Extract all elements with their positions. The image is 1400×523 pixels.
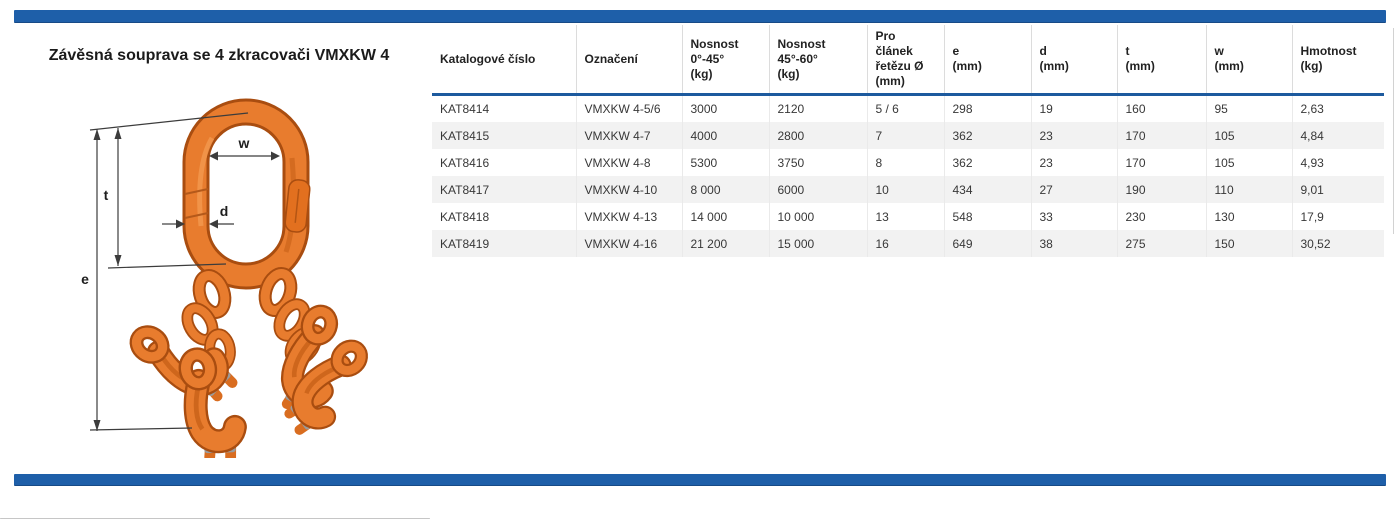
table-row: KAT8415 VMXKW 4-7 4000 2800 7 362 23 170 105 4,84 bbox=[432, 122, 1384, 149]
dim-label-e: e bbox=[81, 271, 89, 287]
table-cell-w: 110 bbox=[1206, 176, 1293, 203]
column-header-t: t (mm) bbox=[1117, 25, 1207, 96]
table-cell-wll_0_45: 8 000 bbox=[682, 176, 770, 203]
table-cell-d: 23 bbox=[1031, 122, 1118, 149]
table-cell-weight: 4,93 bbox=[1300, 155, 1324, 170]
table-cell-chain_dia: 5 / 6 bbox=[867, 94, 945, 122]
dimension-arrowheads bbox=[93, 128, 280, 431]
product-image: w t d e bbox=[81, 98, 400, 458]
table-cell-designation: VMXKW 4-16 bbox=[576, 230, 683, 257]
table-cell-t: 170 bbox=[1117, 122, 1207, 149]
table-cell-weight: 4,84 bbox=[1300, 128, 1324, 143]
spec-table: Katalogové číslo Označení Nosnost 0°-45° (… bbox=[432, 25, 1384, 257]
table-cell-weight: 30,52 bbox=[1300, 236, 1331, 251]
table-cell-wll_0_45: 4000 bbox=[682, 122, 770, 149]
table-cell-w: 130 bbox=[1206, 203, 1293, 230]
table-cell-catalog: KAT8419 bbox=[432, 230, 577, 257]
table-cell-weight: 17,9 bbox=[1300, 209, 1324, 224]
table-cell-weight: 9,01 bbox=[1300, 182, 1324, 197]
table-cell-catalog: KAT8417 bbox=[432, 176, 577, 203]
table-cell-weight: 2,63 bbox=[1300, 102, 1324, 116]
table-cell-designation: VMXKW 4-13 bbox=[576, 203, 683, 230]
column-header-designation: Označení bbox=[576, 25, 683, 96]
table-cell-d: 38 bbox=[1031, 230, 1118, 257]
table-cell-catalog: KAT8416 bbox=[432, 149, 577, 176]
table-cell-wll_45_60: 3750 bbox=[769, 149, 868, 176]
column-header-d: d (mm) bbox=[1031, 25, 1118, 96]
table-cell-d: 23 bbox=[1031, 149, 1118, 176]
table-cell-d: 27 bbox=[1031, 176, 1118, 203]
product-panel: Závěsná souprava se 4 zkracovači VMXKW 4 bbox=[18, 46, 420, 66]
table-cell-e: 548 bbox=[944, 203, 1032, 230]
table-cell-wll_45_60: 6000 bbox=[769, 176, 868, 203]
table-cell-wll_0_45: 5300 bbox=[682, 149, 770, 176]
table-cell-wll_45_60: 2120 bbox=[769, 94, 868, 122]
column-header-weight: Hmotnost (kg) bbox=[1292, 25, 1384, 96]
table-cell-wll_45_60: 2800 bbox=[769, 122, 868, 149]
table-cell-chain_dia: 13 bbox=[867, 203, 945, 230]
table-cell-e: 298 bbox=[944, 94, 1032, 122]
bottom-accent-bar bbox=[14, 474, 1386, 486]
bottom-divider-line bbox=[0, 518, 430, 519]
table-row: KAT8416 VMXKW 4-8 5300 3750 8 362 23 170 105 4,93 bbox=[432, 149, 1384, 176]
table-cell-wll_0_45: 21 200 bbox=[682, 230, 770, 257]
column-header-catalog: Katalogové číslo bbox=[432, 25, 577, 96]
table-cell-wll_0_45: 3000 bbox=[682, 94, 770, 122]
table-cell-designation: VMXKW 4-10 bbox=[576, 176, 683, 203]
spec-table-container: Katalogové číslo Označení Nosnost 0°-45° (… bbox=[432, 25, 1384, 257]
dim-label-w: w bbox=[238, 135, 250, 151]
table-cell-w: 105 bbox=[1206, 122, 1293, 149]
right-hook-cluster bbox=[261, 270, 376, 436]
dim-label-t: t bbox=[104, 187, 109, 203]
table-cell-d: 33 bbox=[1031, 203, 1118, 230]
table-cell-t: 170 bbox=[1117, 149, 1207, 176]
table-cell-t: 275 bbox=[1117, 230, 1207, 257]
ring-marking-tag bbox=[284, 179, 311, 233]
table-cell-designation: VMXKW 4-8 bbox=[576, 149, 683, 176]
table-body: KAT8414 VMXKW 4-5/6 3000 2120 5 / 6 298 19 160 9… bbox=[432, 94, 1384, 257]
table-cell-catalog: KAT8414 bbox=[432, 94, 577, 122]
column-header-w: w (mm) bbox=[1206, 25, 1293, 96]
column-header-chain_dia: Pro článek řetězu Ø (mm) bbox=[867, 25, 945, 96]
table-row: KAT8419 VMXKW 4-16 21 200 15 000 16 649 38 275 1… bbox=[432, 230, 1384, 257]
table-cell-wll_0_45: 14 000 bbox=[682, 203, 770, 230]
table-cell-catalog: KAT8415 bbox=[432, 122, 577, 149]
dimension-lines bbox=[89, 112, 276, 431]
column-header-e: e (mm) bbox=[944, 25, 1032, 96]
table-row: KAT8417 VMXKW 4-10 8 000 6000 10 434 27 190 110 9… bbox=[432, 176, 1384, 203]
table-header-row: Katalogové číslo Označení Nosnost 0°-45° (… bbox=[432, 25, 1384, 96]
table-cell-chain_dia: 7 bbox=[867, 122, 945, 149]
table-cell-wll_45_60: 10 000 bbox=[769, 203, 868, 230]
table-cell-designation: VMXKW 4-7 bbox=[576, 122, 683, 149]
table-cell-t: 160 bbox=[1117, 94, 1207, 122]
page-title: Závěsná souprava se 4 zkracovači VMXKW 4 bbox=[48, 47, 390, 64]
table-cell-w: 150 bbox=[1206, 230, 1293, 257]
table-cell-e: 649 bbox=[944, 230, 1032, 257]
table-cell-chain_dia: 8 bbox=[867, 149, 945, 176]
table-cell-t: 190 bbox=[1117, 176, 1207, 203]
table-cell-e: 362 bbox=[944, 149, 1032, 176]
left-hook-cluster bbox=[132, 272, 240, 458]
table-cell-chain_dia: 16 bbox=[867, 230, 945, 257]
table-cell-wll_45_60: 15 000 bbox=[769, 230, 868, 257]
table-cell-w: 105 bbox=[1206, 149, 1293, 176]
master-link-ring bbox=[182, 98, 311, 290]
dim-label-d: d bbox=[220, 203, 229, 219]
table-cell-e: 362 bbox=[944, 122, 1032, 149]
column-header-wll_45_60: Nosnost 45°-60° (kg) bbox=[769, 25, 868, 96]
table-cell-catalog: KAT8418 bbox=[432, 203, 577, 230]
table-cell-e: 434 bbox=[944, 176, 1032, 203]
table-row: KAT8418 VMXKW 4-13 14 000 10 000 13 548 33 230 1… bbox=[432, 203, 1384, 230]
top-accent-bar bbox=[14, 10, 1386, 23]
table-cell-w: 95 bbox=[1206, 94, 1293, 122]
table-cell-d: 19 bbox=[1031, 94, 1118, 122]
table-cell-chain_dia: 10 bbox=[867, 176, 945, 203]
column-header-wll_0_45: Nosnost 0°-45° (kg) bbox=[682, 25, 770, 96]
table-cell-t: 230 bbox=[1117, 203, 1207, 230]
table-cell-designation: VMXKW 4-5/6 bbox=[576, 94, 683, 122]
table-panel-right-border bbox=[1393, 28, 1394, 234]
table-row: KAT8414 VMXKW 4-5/6 3000 2120 5 / 6 298 19 160 9… bbox=[432, 94, 1384, 122]
